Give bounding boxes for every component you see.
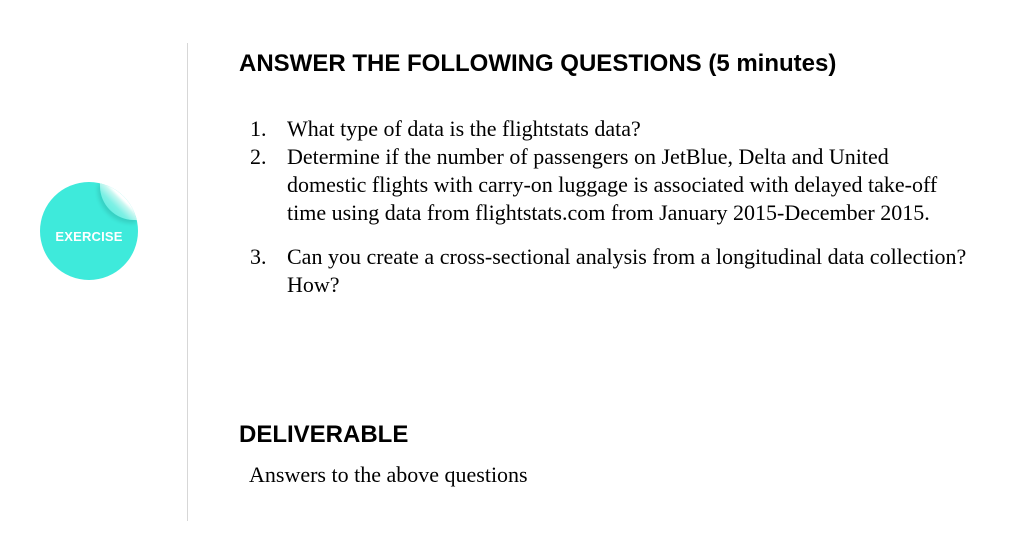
page-curl-icon (100, 182, 138, 220)
question-number: 3. (250, 244, 267, 269)
vertical-divider (187, 43, 188, 521)
deliverable-text: Answers to the above questions (249, 462, 528, 487)
question-number: 1. (250, 116, 267, 141)
exercise-badge-label: EXERCISE (55, 229, 123, 244)
deliverable-heading: DELIVERABLE (239, 421, 409, 448)
question-number: 2. (250, 144, 267, 169)
question-text: Determine if the number of passengers on… (287, 144, 938, 225)
question-text: Can you create a cross-sectional analysi… (287, 244, 967, 297)
question-text: What type of data is the flightstats dat… (287, 116, 641, 141)
questions-list: 1. What type of data is the flightstats … (250, 115, 970, 299)
question-item: 2. Determine if the number of passengers… (250, 143, 970, 227)
exercise-badge: EXERCISE (40, 182, 138, 280)
question-item: 1. What type of data is the flightstats … (250, 115, 970, 143)
questions-heading: ANSWER THE FOLLOWING QUESTIONS (5 minute… (239, 50, 837, 77)
question-item: 3. Can you create a cross-sectional anal… (250, 243, 970, 299)
